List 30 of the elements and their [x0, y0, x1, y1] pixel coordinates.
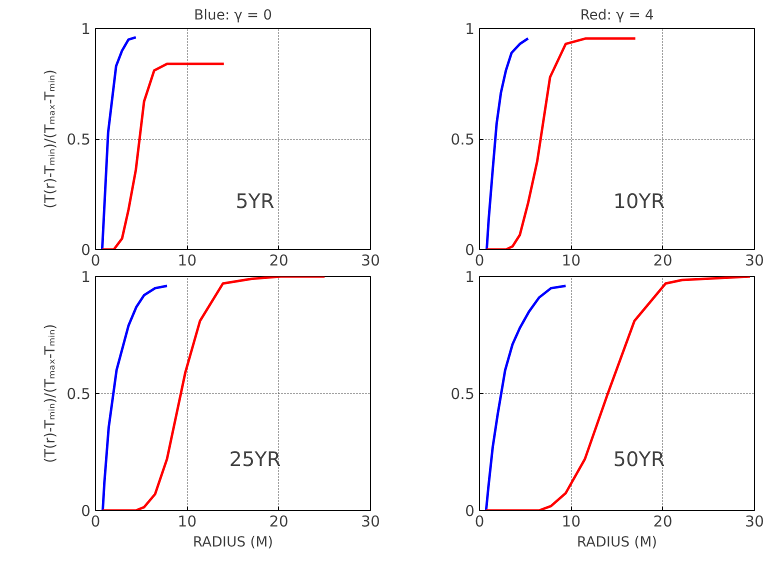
annotation: 5YR: [236, 188, 275, 213]
x-tick-label: 10: [178, 512, 197, 530]
annotation: 10YR: [613, 188, 665, 213]
y-axis-title: (T(r)-Tₘᵢₙ)/(Tₘₐₓ-Tₘᵢₙ): [42, 69, 59, 209]
x-tick-label: 20: [653, 512, 672, 530]
x-tick-label: 20: [269, 252, 288, 270]
y-tick-label: 1: [464, 268, 475, 286]
x-axis-title: RADIUS (M): [576, 534, 658, 550]
x-tick-label: 30: [744, 252, 764, 270]
annotation: 25YR: [229, 447, 281, 472]
x-tick-label: 30: [744, 512, 764, 530]
x-tick-label: 10: [562, 252, 581, 270]
x-tick-label: 10: [562, 512, 581, 530]
y-tick-label: 0.5: [450, 130, 475, 148]
x-tick-label: 10: [178, 252, 197, 270]
annotation: 50YR: [613, 447, 665, 472]
y-tick-label: 0.5: [66, 130, 91, 148]
y-tick-label: 0.5: [66, 385, 91, 403]
x-tick-label: 30: [360, 512, 380, 530]
y-tick-label: 1: [80, 20, 91, 38]
x-tick-label: 30: [360, 252, 380, 270]
x-tick-label: 20: [269, 512, 288, 530]
x-tick-label: 20: [653, 252, 672, 270]
y-tick-label: 0.5: [450, 385, 475, 403]
y-tick-label: 1: [464, 20, 475, 38]
chart-title: Blue: γ = 0: [194, 8, 272, 24]
chart-title: Red: γ = 4: [580, 8, 654, 24]
x-axis-title: RADIUS (M): [192, 534, 274, 550]
y-axis-title: (T(r)-Tₘᵢₙ)/(Tₘₐₓ-Tₘᵢₙ): [42, 324, 59, 464]
y-tick-label: 1: [80, 268, 91, 286]
